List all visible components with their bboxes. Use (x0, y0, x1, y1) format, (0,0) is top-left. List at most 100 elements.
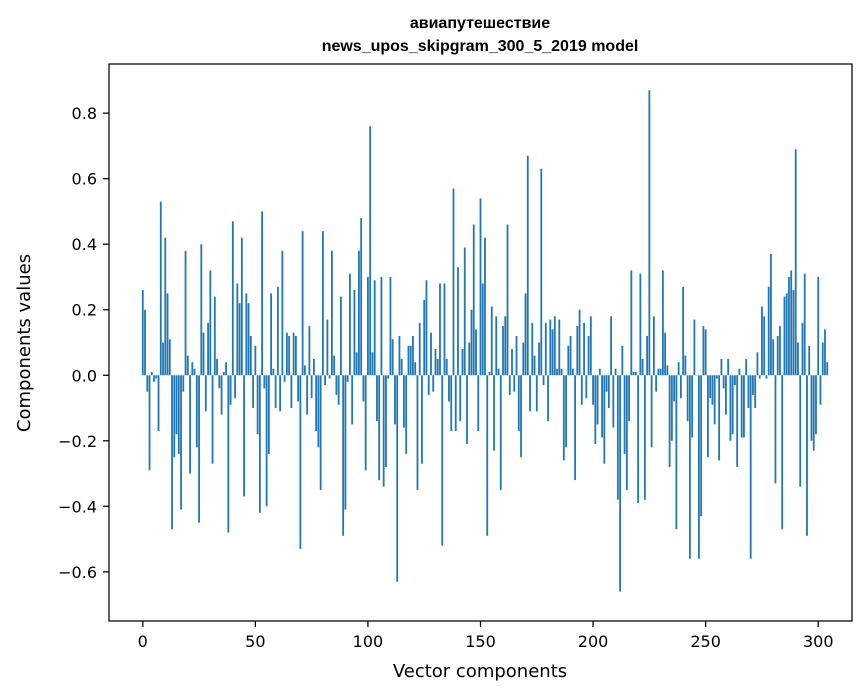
bar (164, 237, 167, 376)
bar (511, 349, 513, 376)
y-tick-label: −0.6 (58, 563, 97, 582)
bar (297, 375, 300, 402)
bar (472, 224, 475, 376)
bar (493, 375, 495, 451)
bar (171, 375, 173, 530)
bar (240, 237, 243, 376)
bar (209, 270, 212, 376)
bar (292, 332, 295, 376)
bar (619, 375, 621, 592)
bar (749, 375, 752, 559)
bar (621, 345, 624, 376)
bar (589, 316, 592, 376)
bar (785, 293, 788, 376)
bar (434, 349, 437, 376)
bar (544, 322, 547, 376)
bar (648, 90, 651, 376)
bar (779, 326, 781, 376)
bar (207, 322, 209, 376)
bar (182, 375, 185, 392)
bar (549, 319, 552, 376)
bar (553, 316, 556, 376)
bar (326, 319, 329, 376)
bar (754, 375, 757, 409)
bar (342, 375, 345, 536)
bar (603, 375, 606, 464)
bar (470, 309, 473, 376)
bar (272, 368, 275, 376)
bar (526, 155, 529, 376)
bar (441, 375, 444, 546)
bar (421, 375, 423, 464)
bar (529, 375, 531, 412)
bar (673, 375, 676, 402)
bar (767, 286, 770, 376)
bar (734, 375, 736, 386)
bar (490, 306, 493, 376)
bar (344, 375, 347, 510)
bar (479, 198, 482, 376)
bar (475, 329, 477, 376)
bar (686, 375, 689, 422)
bar (450, 375, 453, 431)
bar (376, 375, 378, 422)
y-tick-label: −0.4 (58, 497, 97, 516)
bar (418, 322, 421, 376)
bar (414, 362, 417, 376)
bar (276, 286, 279, 376)
bar (222, 371, 225, 376)
bar (283, 375, 286, 382)
bar (677, 362, 680, 376)
bar (583, 322, 585, 376)
bar (195, 375, 198, 448)
bar (817, 276, 820, 376)
bar (367, 276, 369, 376)
bar (774, 375, 777, 484)
bar (515, 335, 518, 376)
bar (729, 375, 732, 441)
bar (335, 375, 338, 395)
bar (700, 375, 703, 517)
bar (522, 342, 525, 376)
bar (682, 286, 685, 376)
bar (461, 349, 464, 376)
y-tick-label: 0.8 (72, 104, 97, 123)
bar (303, 365, 306, 376)
bar (574, 375, 576, 481)
bar (484, 237, 486, 376)
bar (177, 375, 180, 454)
y-tick-label: 0.0 (72, 366, 97, 385)
bar (466, 375, 468, 445)
bar (704, 329, 707, 376)
bar (565, 375, 567, 448)
bar (412, 335, 414, 376)
bar (301, 231, 304, 376)
x-axis-label: Vector components (393, 661, 567, 682)
bar (711, 375, 714, 405)
bar (351, 375, 354, 425)
x-tick-label: 100 (353, 632, 384, 651)
bar (157, 375, 160, 431)
y-tick-label: −0.2 (58, 432, 97, 451)
bar (294, 335, 297, 376)
bar (702, 326, 705, 376)
bar (716, 375, 718, 379)
bar (274, 375, 277, 409)
bar (725, 375, 727, 415)
bar (792, 290, 795, 376)
bar (824, 329, 826, 376)
bar (502, 326, 504, 376)
bar (560, 368, 563, 376)
bar (364, 375, 367, 471)
bar (220, 375, 223, 415)
x-tick-label: 150 (465, 632, 496, 651)
bar (263, 375, 266, 389)
bar (596, 375, 599, 425)
bar (247, 303, 250, 376)
bar (738, 368, 741, 376)
bar (400, 358, 403, 376)
x-tick-label: 0 (138, 632, 148, 651)
bar (360, 217, 363, 376)
x-axis-ticks: 0 50 100 150 200 250 300 (138, 621, 834, 651)
bar (718, 375, 721, 461)
